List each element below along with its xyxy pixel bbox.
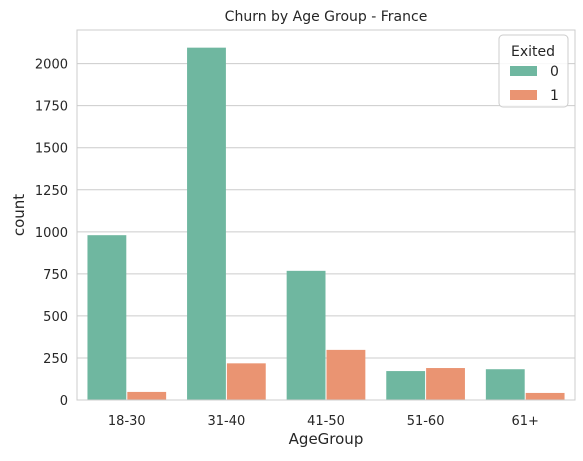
x-tick-label: 51-60	[407, 414, 445, 429]
y-tick-label: 1750	[35, 100, 68, 115]
y-tick-label: 500	[43, 310, 68, 325]
y-tick-label: 750	[43, 268, 68, 283]
bar-series-0-18-30	[87, 235, 126, 400]
legend-label-1: 1	[550, 88, 559, 104]
x-axis-label: AgeGroup	[289, 430, 364, 448]
x-tick-label: 18-30	[108, 414, 146, 429]
chart-title: Churn by Age Group - France	[225, 9, 428, 25]
bar-series-0-41-50	[287, 271, 326, 400]
legend: Exited 0 1	[499, 35, 568, 107]
bar-series-0-61+	[486, 369, 525, 400]
legend-swatch-0	[510, 66, 537, 76]
x-tick-label: 61+	[511, 414, 538, 429]
bar-series-1-41-50	[327, 350, 366, 400]
y-tick-label: 1250	[35, 184, 68, 199]
y-axis-label: count	[10, 194, 28, 236]
legend-label-0: 0	[550, 64, 559, 80]
x-tick-label: 31-40	[208, 414, 246, 429]
legend-title: Exited	[511, 44, 555, 60]
y-tick-label: 2000	[35, 58, 68, 73]
bar-series-1-31-40	[227, 363, 266, 400]
bar-series-1-61+	[526, 393, 565, 400]
y-tick-label: 1000	[35, 226, 68, 241]
y-tick-label: 1500	[35, 142, 68, 157]
bar-series-0-31-40	[187, 48, 226, 400]
legend-swatch-1	[510, 90, 537, 100]
x-tick-label: 41-50	[307, 414, 345, 429]
y-tick-label: 250	[43, 352, 68, 367]
bar-series-1-51-60	[426, 368, 465, 400]
y-tick-label: 0	[60, 394, 68, 409]
bar-series-1-18-30	[127, 392, 166, 400]
bar-series-0-51-60	[386, 371, 425, 400]
